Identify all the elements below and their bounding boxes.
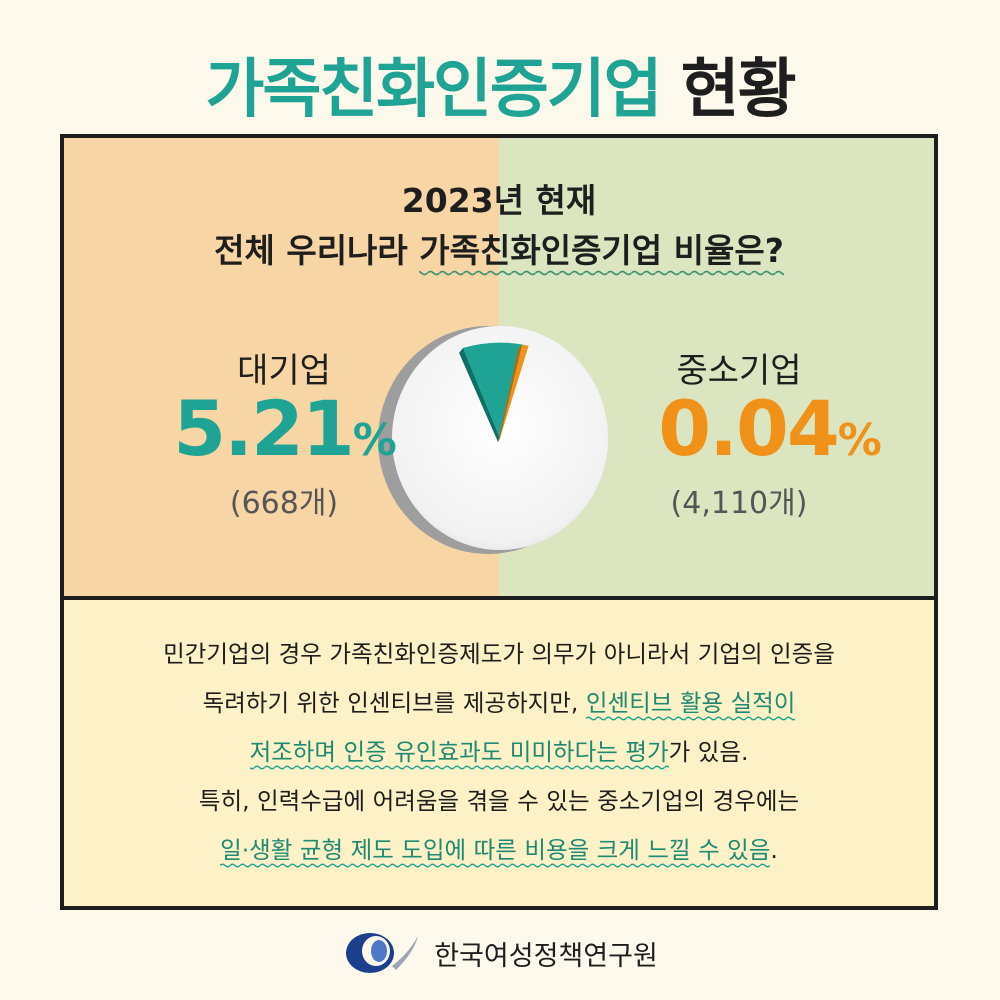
description-line5: 일·생활 균형 제도 도입에 따른 비용을 크게 느낄 수 있음. (84, 826, 914, 875)
small-company-unit: % (837, 415, 882, 466)
description-line1: 민간기업의 경우 가족친화인증제도가 의무가 아니라서 기업의 인증을 (163, 640, 835, 668)
description-line3-suffix: 가 있음. (668, 738, 749, 766)
question-line1: 2023년 현재 (401, 181, 597, 220)
description-line3-highlight: 저조하며 인증 유인효과도 미미하다는 평가 (249, 738, 669, 770)
description-text: 민간기업의 경우 가족친화인증제도가 의무가 아니라서 기업의 인증을 독려하기… (84, 630, 914, 875)
description-line2-prefix: 독려하기 위한 인센티브를 제공하지만, (202, 689, 586, 717)
question-line2-prefix: 전체 우리나라 (214, 231, 420, 270)
page-title: 가족친화인증기업 현황 (0, 38, 1000, 130)
description-line4: 특히, 인력수급에 어려움을 겪을 수 있는 중소기업의 경우에는 (198, 787, 800, 815)
kwdi-logo-icon (346, 933, 419, 973)
large-company-value: 5.21 (173, 384, 355, 473)
description-line2-highlight: 인센티브 활용 실적이 (585, 689, 796, 721)
large-company-unit: % (352, 415, 397, 466)
content-box: 2023년 현재 전체 우리나라 가족친화인증기업 비율은? 대기업 5.21%… (60, 134, 938, 910)
title-rest: 현황 (680, 53, 797, 127)
organization-name: 한국여성정책연구원 (434, 940, 658, 972)
pie-slice-large-company (463, 342, 523, 438)
small-company-count: (4,110개) (670, 486, 808, 521)
question-line2-highlight: 가족친화인증기업 비율은? (419, 231, 784, 276)
description-panel: 민간기업의 경우 가족친화인증제도가 의무가 아니라서 기업의 인증을 독려하기… (64, 600, 934, 906)
description-line5-highlight: 일·생활 균형 제도 도입에 따른 비용을 크게 느낄 수 있음 (220, 836, 771, 868)
large-company-count: (668개) (229, 486, 339, 521)
pie-slice-large-company-edge (459, 347, 500, 442)
small-company-label: 중소기업 (676, 351, 802, 391)
title-accent: 가족친화인증기업 (205, 53, 662, 127)
description-line5-suffix: . (770, 836, 778, 864)
pie-chart (378, 326, 608, 554)
small-company-percent: 0.04% (609, 384, 929, 473)
pie-slice-small-company-edge (498, 344, 523, 442)
pie-slice-small-company (500, 344, 529, 438)
small-company-value: 0.04 (658, 384, 840, 473)
large-company-label: 대기업 (237, 351, 331, 391)
description-line3: 저조하며 인증 유인효과도 미미하다는 평가가 있음. (84, 728, 914, 777)
footer: 한국여성정책연구원 (0, 928, 1000, 978)
chart-question: 2023년 현재 전체 우리나라 가족친화인증기업 비율은? (64, 176, 934, 276)
description-line2: 독려하기 위한 인센티브를 제공하지만, 인센티브 활용 실적이 (84, 679, 914, 728)
chart-panel: 2023년 현재 전체 우리나라 가족친화인증기업 비율은? 대기업 5.21%… (64, 138, 934, 600)
question-line2: 전체 우리나라 가족친화인증기업 비율은? (64, 226, 934, 276)
large-company-percent: 5.21% (134, 384, 434, 473)
